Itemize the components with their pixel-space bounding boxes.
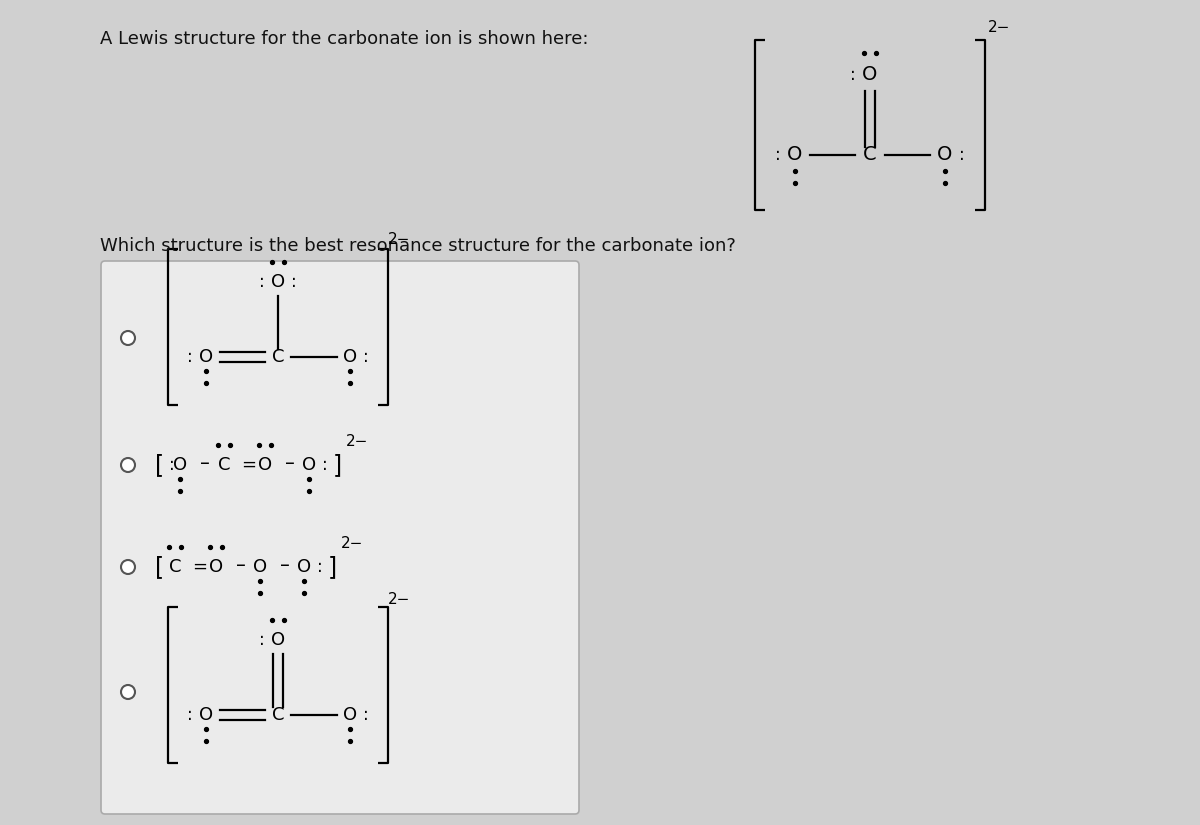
Text: –: – xyxy=(236,557,246,576)
Text: :: : xyxy=(292,273,296,291)
Text: O: O xyxy=(253,558,268,576)
Text: O: O xyxy=(343,706,358,724)
Text: 2−: 2− xyxy=(346,434,368,449)
Text: C: C xyxy=(271,706,284,724)
Text: :: : xyxy=(851,66,856,84)
Circle shape xyxy=(121,685,134,699)
Text: O: O xyxy=(199,348,214,366)
Text: [: [ xyxy=(155,555,164,579)
Text: O: O xyxy=(343,348,358,366)
Text: C: C xyxy=(217,456,230,474)
Text: C: C xyxy=(169,558,181,576)
Text: :: : xyxy=(187,348,193,366)
Circle shape xyxy=(121,331,134,345)
Text: :: : xyxy=(317,558,323,576)
Text: =: = xyxy=(241,456,256,474)
Text: =: = xyxy=(192,558,208,576)
Text: O: O xyxy=(302,456,316,474)
Text: :: : xyxy=(169,456,175,474)
Text: A Lewis structure for the carbonate ion is shown here:: A Lewis structure for the carbonate ion … xyxy=(100,30,588,48)
Circle shape xyxy=(121,560,134,574)
Text: [: [ xyxy=(155,453,164,477)
Text: O: O xyxy=(863,65,877,84)
Text: O: O xyxy=(199,706,214,724)
Text: O: O xyxy=(937,145,953,164)
Text: O: O xyxy=(209,558,223,576)
Text: –: – xyxy=(286,455,295,474)
Text: O: O xyxy=(271,631,286,649)
Text: :: : xyxy=(364,706,368,724)
FancyBboxPatch shape xyxy=(101,261,580,814)
Text: 2−: 2− xyxy=(988,20,1010,35)
Text: O: O xyxy=(258,456,272,474)
Text: O: O xyxy=(787,145,803,164)
Text: :: : xyxy=(187,706,193,724)
Text: 2−: 2− xyxy=(341,536,364,551)
Text: :: : xyxy=(259,273,265,291)
Text: :: : xyxy=(259,631,265,649)
Text: :: : xyxy=(959,146,965,164)
Text: :: : xyxy=(364,348,368,366)
Text: –: – xyxy=(280,557,290,576)
Text: ]: ] xyxy=(334,453,342,477)
Circle shape xyxy=(121,458,134,472)
Text: O: O xyxy=(296,558,311,576)
Text: 2−: 2− xyxy=(388,232,410,247)
Text: :: : xyxy=(322,456,328,474)
Text: ]: ] xyxy=(328,555,337,579)
Text: :: : xyxy=(775,146,781,164)
Text: 2−: 2− xyxy=(388,592,410,607)
Text: O: O xyxy=(271,273,286,291)
Text: O: O xyxy=(173,456,187,474)
Text: C: C xyxy=(863,145,877,164)
Text: Which structure is the best resonance structure for the carbonate ion?: Which structure is the best resonance st… xyxy=(100,237,736,255)
Text: C: C xyxy=(271,348,284,366)
Text: –: – xyxy=(200,455,210,474)
